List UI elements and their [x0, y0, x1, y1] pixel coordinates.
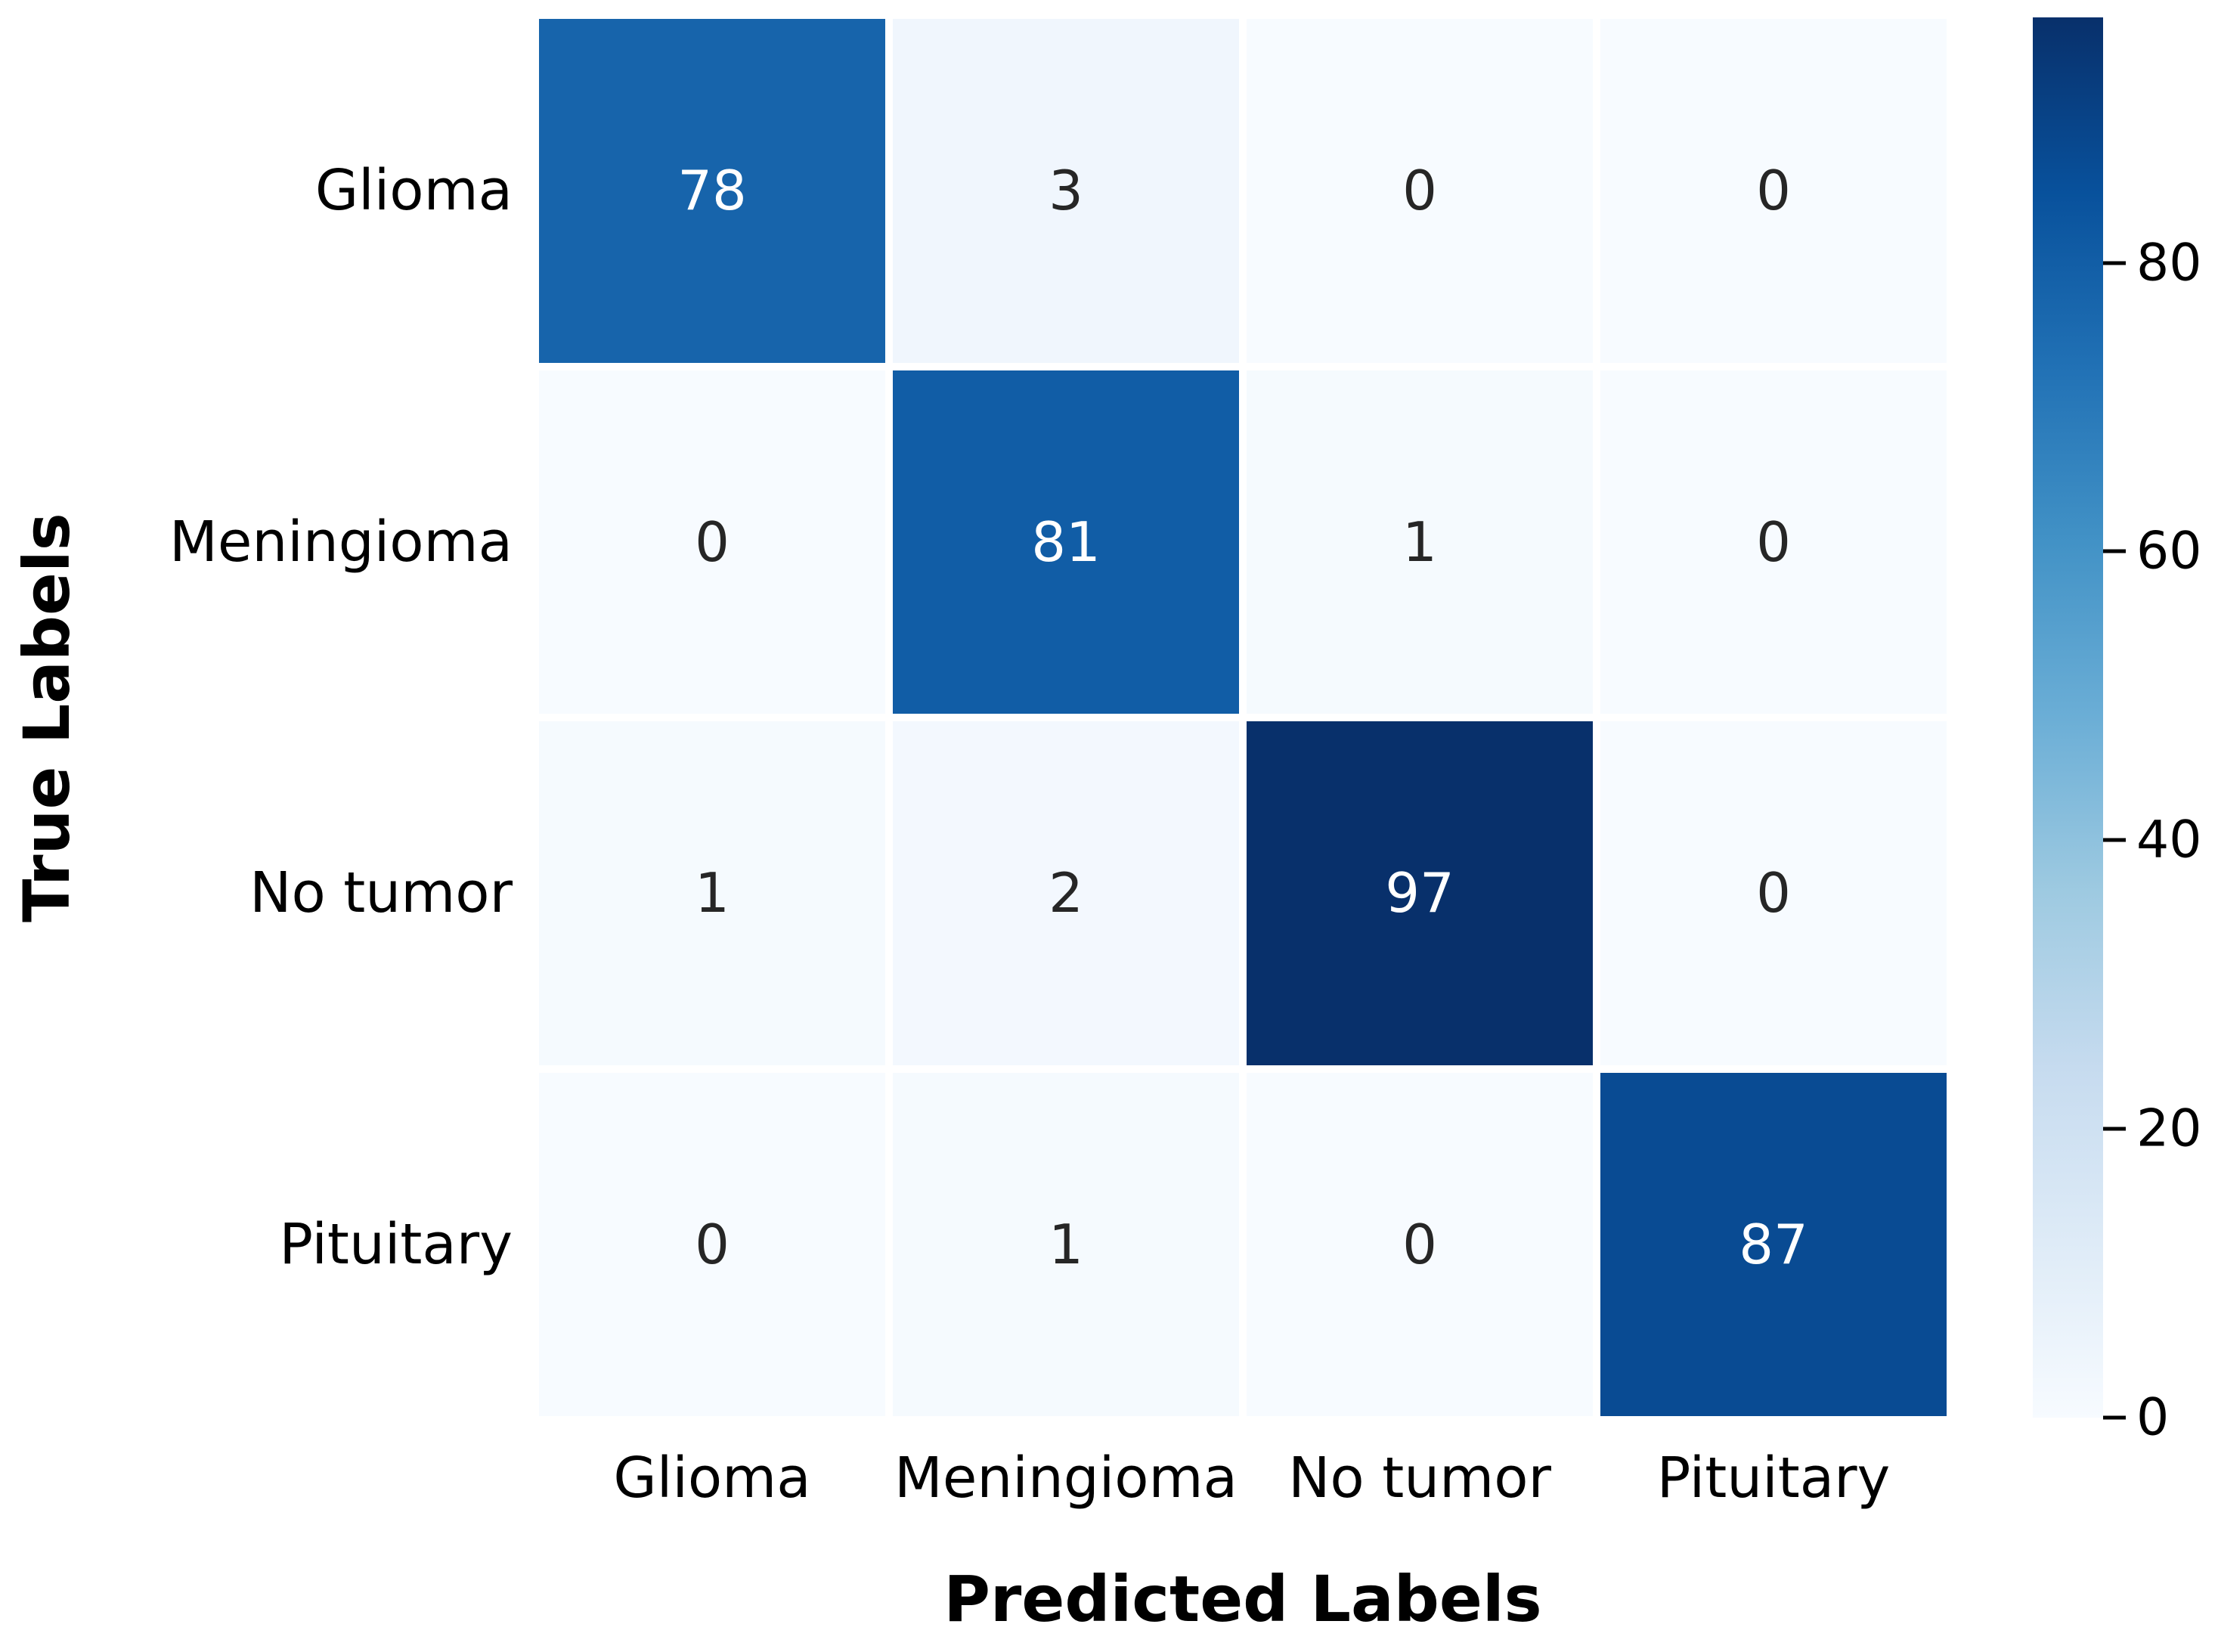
x-tick-label-meningioma: Meningioma — [894, 1446, 1238, 1511]
cell-value: 0 — [1756, 510, 1791, 574]
heatmap-cell-pituitary-pituitary: 87 — [1600, 1072, 1947, 1416]
y-tick-label-glioma: Glioma — [314, 158, 513, 224]
x-tick-label-glioma: Glioma — [613, 1446, 811, 1511]
heatmap-cell-glioma-glioma: 78 — [539, 19, 885, 363]
colorbar-tick-mark-80 — [2103, 261, 2126, 265]
x-tick-label-pituitary: Pituitary — [1656, 1446, 1891, 1511]
cell-value: 97 — [1385, 861, 1454, 925]
cell-value: 0 — [695, 1212, 730, 1276]
colorbar-tick-label-0: 0 — [2136, 1387, 2170, 1448]
cell-value: 1 — [695, 861, 730, 925]
heatmap-cell-no-tumor-pituitary: 0 — [1600, 721, 1947, 1065]
colorbar-tick-mark-40 — [2103, 838, 2126, 842]
heatmap-cell-pituitary-no-tumor: 0 — [1247, 1072, 1593, 1416]
heatmap-cell-no-tumor-no-tumor: 97 — [1247, 721, 1593, 1065]
heatmap-cell-no-tumor-meningioma: 2 — [893, 721, 1239, 1065]
cell-value: 81 — [1031, 510, 1101, 574]
heatmap-cell-meningioma-pituitary: 0 — [1600, 370, 1947, 714]
x-tick-label-no-tumor: No tumor — [1288, 1446, 1551, 1511]
cell-value: 1 — [1049, 1212, 1083, 1276]
cell-value: 0 — [695, 510, 730, 574]
cell-value: 0 — [1756, 159, 1791, 223]
heatmap-cell-glioma-no-tumor: 0 — [1247, 19, 1593, 363]
cell-value: 1 — [1402, 510, 1437, 574]
colorbar-tick-label-40: 40 — [2136, 810, 2202, 870]
colorbar-tick-mark-20 — [2103, 1127, 2126, 1131]
heatmap-cell-pituitary-glioma: 0 — [539, 1072, 885, 1416]
colorbar-tick-label-20: 20 — [2136, 1099, 2202, 1159]
heatmap-cell-glioma-meningioma: 3 — [893, 19, 1239, 363]
heatmap-grid: 78 3 0 0 0 81 1 0 1 2 97 0 0 1 0 87 — [539, 19, 1947, 1416]
y-tick-label-pituitary: Pituitary — [279, 1211, 513, 1277]
cell-value: 0 — [1402, 159, 1437, 223]
cell-value: 0 — [1402, 1212, 1437, 1276]
cell-value: 3 — [1049, 159, 1083, 223]
cell-value: 2 — [1049, 861, 1083, 925]
x-axis-title: Predicted Labels — [943, 1562, 1542, 1636]
heatmap-cell-glioma-pituitary: 0 — [1600, 19, 1947, 363]
heatmap-cell-meningioma-no-tumor: 1 — [1247, 370, 1593, 714]
heatmap-cell-meningioma-meningioma: 81 — [893, 370, 1239, 714]
y-tick-label-meningioma: Meningioma — [169, 509, 513, 575]
heatmap-cell-meningioma-glioma: 0 — [539, 370, 885, 714]
heatmap-cell-no-tumor-glioma: 1 — [539, 721, 885, 1065]
y-tick-label-no-tumor: No tumor — [249, 860, 513, 926]
colorbar-tick-label-80: 80 — [2136, 233, 2202, 293]
cell-value: 78 — [677, 159, 747, 223]
colorbar-tick-mark-60 — [2103, 549, 2126, 553]
heatmap-cell-pituitary-meningioma: 1 — [893, 1072, 1239, 1416]
cell-value: 0 — [1756, 861, 1791, 925]
colorbar — [2033, 17, 2103, 1418]
colorbar-tick-mark-0 — [2103, 1415, 2126, 1420]
colorbar-tick-label-60: 60 — [2136, 521, 2202, 581]
cell-value: 87 — [1739, 1212, 1808, 1276]
